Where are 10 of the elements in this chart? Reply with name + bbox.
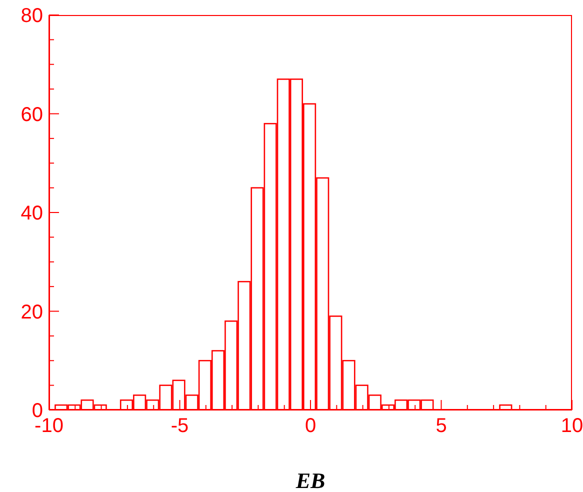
y-tick-label: 0 (32, 400, 43, 422)
y-tick-label: 80 (20, 5, 43, 27)
y-tick-label: 20 (20, 301, 43, 324)
y-tick-label: 60 (20, 104, 43, 126)
x-tick-label: -5 (170, 415, 189, 437)
x-tick-label: 5 (436, 415, 447, 437)
x-tick-label: 10 (560, 415, 583, 437)
y-tick-label: 40 (20, 202, 43, 224)
x-tick-label: 0 (304, 415, 316, 437)
x-axis-title: EB (294, 468, 326, 492)
